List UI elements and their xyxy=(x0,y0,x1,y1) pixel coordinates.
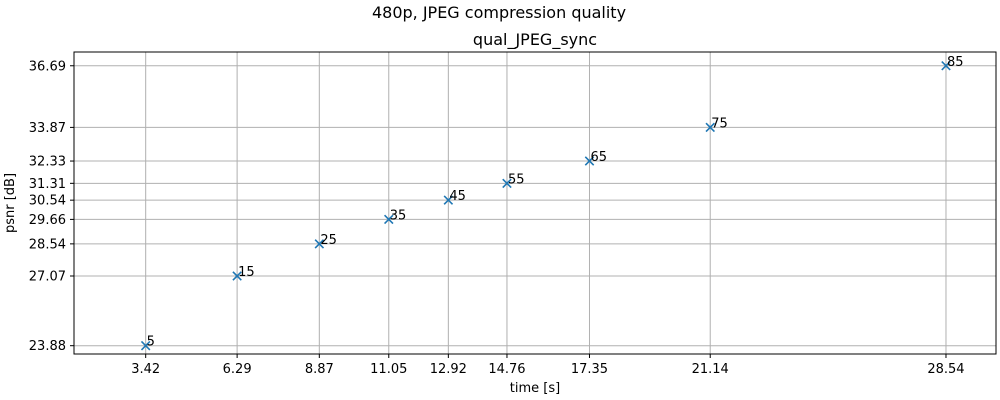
y-tick-label: 32.33 xyxy=(29,155,66,170)
x-marker-stroke xyxy=(502,178,512,189)
x-tick-label: 12.92 xyxy=(430,362,467,377)
y-tick-label: 36.69 xyxy=(29,59,66,74)
x-tick-label: 11.05 xyxy=(370,362,407,377)
data-point: 65 xyxy=(584,150,607,166)
y-tick-label: 28.54 xyxy=(29,237,66,252)
point-label: 55 xyxy=(508,172,525,187)
x-tick-label: 8.87 xyxy=(305,362,334,377)
x-tick-label: 6.29 xyxy=(223,362,252,377)
y-axis-label: psnr [dB] xyxy=(3,173,18,233)
x-marker-stroke xyxy=(384,214,394,225)
y-tick-label: 29.66 xyxy=(29,213,66,228)
x-marker-stroke xyxy=(140,340,151,351)
x-tick-label: 21.14 xyxy=(692,362,729,377)
gridlines xyxy=(74,52,996,354)
x-tick-label: 28.54 xyxy=(927,362,964,377)
chart-title: qual_JPEG_sync xyxy=(473,30,597,50)
figure-suptitle: 480p, JPEG compression quality xyxy=(372,3,626,22)
data-point: 15 xyxy=(232,265,255,281)
plot-frame xyxy=(73,51,997,355)
axis-ticks: 3.42 6.29 8.87 11.05 12.92 14.76 17.35 21.14 28.… xyxy=(29,59,965,377)
data-point: 5 xyxy=(140,335,155,351)
x-tick-label: 3.42 xyxy=(131,362,160,377)
point-label: 75 xyxy=(711,116,728,131)
point-label: 45 xyxy=(449,189,466,204)
x-marker-stroke xyxy=(705,122,715,133)
y-tick-label: 23.88 xyxy=(29,339,66,354)
data-point: 75 xyxy=(705,116,728,133)
y-tick-label: 30.54 xyxy=(29,194,66,209)
point-label: 85 xyxy=(947,55,964,70)
x-marker-stroke xyxy=(941,61,951,71)
y-tick-label: 27.07 xyxy=(29,269,66,284)
point-label: 65 xyxy=(590,150,607,165)
x-axis-label: time [s] xyxy=(510,381,560,396)
x-marker-stroke xyxy=(584,156,595,166)
data-point: 55 xyxy=(502,172,525,189)
x-marker-stroke xyxy=(443,195,454,205)
data-point: 35 xyxy=(384,208,407,225)
x-marker-stroke xyxy=(232,271,242,281)
data-point: 45 xyxy=(443,189,466,205)
point-label: 15 xyxy=(238,265,255,280)
data-point: 85 xyxy=(941,55,964,71)
y-tick-label: 33.87 xyxy=(29,121,66,136)
x-tick-label: 17.35 xyxy=(571,362,608,377)
point-label: 25 xyxy=(320,233,337,248)
x-marker-stroke xyxy=(314,239,325,249)
x-tick-label: 14.76 xyxy=(488,362,525,377)
point-label: 5 xyxy=(147,335,155,350)
data-markers: 5 15 25 35 45 55 65 75 85 xyxy=(140,55,964,351)
data-point: 25 xyxy=(314,233,337,249)
y-tick-label: 31.31 xyxy=(29,177,66,192)
point-label: 35 xyxy=(390,208,407,223)
